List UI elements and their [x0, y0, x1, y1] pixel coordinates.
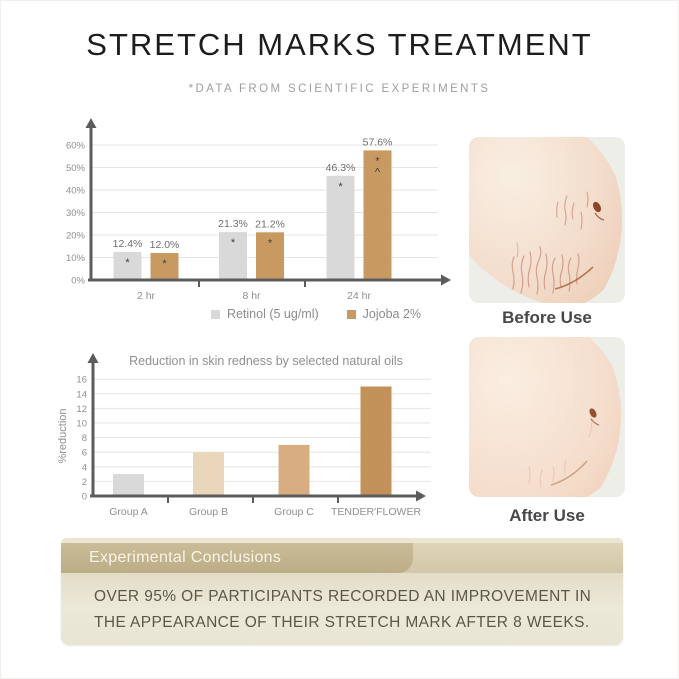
legend-label-jojoba: Jojoba 2% [362, 307, 422, 321]
absorption-bar-chart: 0% 10% 20% 30% 40% 50% 60% 12.4% * 21.3% * 46.3% * 12… [66, 118, 451, 302]
chart-legend: Retinol (5 ug/ml) Jojoba 2% [151, 307, 481, 321]
svg-text:10%: 10% [66, 253, 86, 264]
svg-text:12: 12 [76, 404, 87, 415]
svg-text:10: 10 [76, 419, 87, 430]
svg-text:*: * [231, 237, 236, 249]
legend-item-retinol: Retinol (5 ug/ml) [210, 307, 319, 321]
svg-text:*: * [338, 181, 343, 193]
svg-text:Group C: Group C [274, 506, 314, 518]
legend-item-jojoba: Jojoba 2% [346, 307, 422, 321]
svg-text:12.0%: 12.0% [150, 239, 180, 251]
svg-text:*: * [268, 237, 273, 249]
svg-text:50%: 50% [66, 163, 86, 174]
svg-text:8: 8 [82, 433, 87, 444]
svg-text:46.3%: 46.3% [326, 162, 356, 174]
legend-label-retinol: Retinol (5 ug/ml) [226, 307, 319, 321]
svg-text:0%: 0% [71, 276, 85, 287]
conclusions-body: OVER 95% OF PARTICIPANTS RECORDED AN IMP… [61, 573, 623, 645]
svg-text:*: * [375, 155, 380, 167]
svg-text:%reduction: %reduction [57, 408, 69, 463]
after-caption: After Use [509, 506, 585, 525]
svg-text:0: 0 [82, 492, 87, 503]
svg-text:^: ^ [375, 166, 381, 178]
svg-text:40%: 40% [66, 186, 86, 197]
svg-text:2: 2 [82, 477, 87, 488]
svg-text:Reduction in skin redness by s: Reduction in skin redness by selected na… [129, 354, 403, 368]
svg-text:6: 6 [82, 448, 87, 459]
jojoba-swatch-icon [346, 309, 356, 319]
svg-text:Group B: Group B [189, 506, 228, 518]
svg-text:21.3%: 21.3% [218, 218, 248, 230]
before-photo-image [469, 137, 625, 303]
svg-text:20%: 20% [66, 231, 86, 242]
conclusions-panel: Experimental Conclusions OVER 95% OF PAR… [61, 538, 623, 645]
svg-text:8 hr: 8 hr [242, 290, 261, 302]
svg-text:16: 16 [76, 375, 87, 386]
panel-banner: Experimental Conclusions [61, 543, 623, 573]
page-title: STRETCH MARKS TREATMENT [86, 27, 593, 62]
svg-text:30%: 30% [66, 208, 86, 219]
svg-text:12.4%: 12.4% [113, 238, 143, 250]
svg-text:14: 14 [76, 389, 87, 400]
svg-text:60%: 60% [66, 141, 86, 152]
svg-text:24 hr: 24 hr [347, 290, 371, 302]
after-photo-image [469, 337, 625, 497]
redness-reduction-bar-chart: Reduction in skin redness by selected na… [57, 353, 431, 518]
conclusions-heading-tab: Experimental Conclusions [61, 543, 413, 573]
conclusions-text: OVER 95% OF PARTICIPANTS RECORDED AN IMP… [94, 588, 592, 631]
svg-text:21.2%: 21.2% [255, 218, 285, 230]
retinol-swatch-icon [210, 309, 220, 319]
svg-text:Group A: Group A [109, 506, 148, 518]
panel-top-strip [61, 538, 623, 543]
svg-text:*: * [162, 258, 167, 270]
page-subtitle: *DATA FROM SCIENTIFIC EXPERIMENTS [188, 83, 491, 95]
conclusions-heading: Experimental Conclusions [89, 549, 282, 566]
svg-text:*: * [125, 257, 130, 269]
svg-text:4: 4 [82, 462, 87, 473]
svg-text:TENDER'FLOWER: TENDER'FLOWER [331, 506, 422, 518]
svg-text:2 hr: 2 hr [137, 290, 156, 302]
before-caption: Before Use [502, 308, 592, 327]
svg-text:57.6%: 57.6% [363, 136, 393, 148]
